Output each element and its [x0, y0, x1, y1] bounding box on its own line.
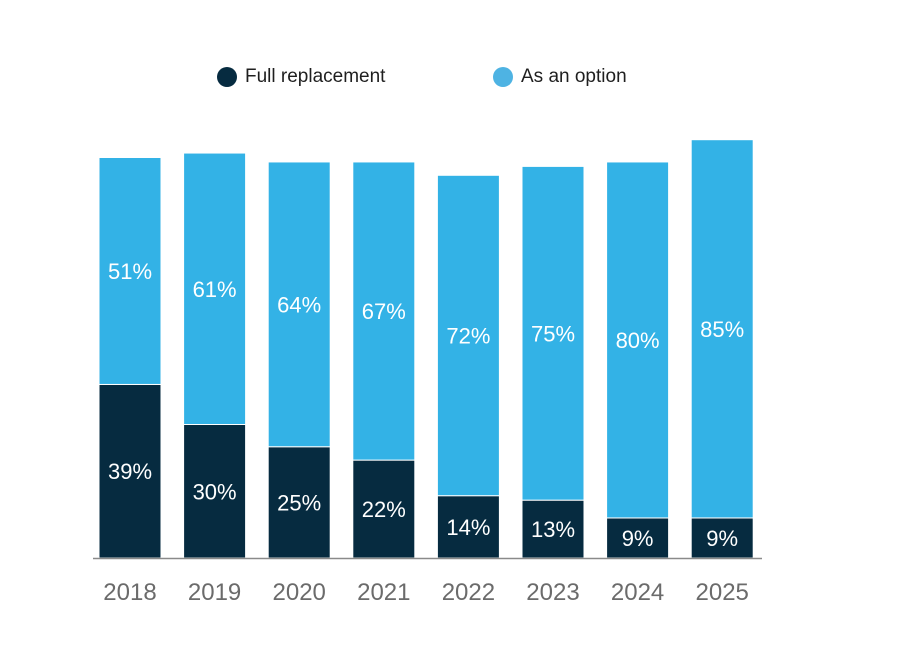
data-label-full-replacement-2019: 30% [193, 479, 237, 504]
legend-label-full-replacement: Full replacement [245, 66, 386, 87]
bar-full-replacement-2023 [521, 499, 585, 559]
bar-full-replacement-2020 [267, 446, 331, 559]
x-tick-label-2018: 2018 [103, 579, 156, 606]
chart-legend: Full replacement As an option [0, 66, 900, 90]
x-tick-label-2022: 2022 [442, 579, 495, 606]
bar-as-an-option-2020 [267, 161, 331, 448]
bar-as-an-option-2025 [690, 139, 754, 519]
bar-full-replacement-2019 [183, 424, 247, 559]
bar-full-replacement-2018 [98, 383, 162, 559]
bar-as-an-option-2024 [606, 161, 670, 519]
data-label-as-an-option-2021: 67% [362, 299, 406, 324]
bar-as-an-option-2018 [98, 157, 162, 385]
x-tick-label-2024: 2024 [611, 579, 664, 606]
data-label-full-replacement-2024: 9% [622, 526, 654, 551]
bar-as-an-option-2022 [436, 174, 500, 497]
x-tick-label-2021: 2021 [357, 579, 410, 606]
bar-as-an-option-2023 [521, 165, 585, 501]
data-label-full-replacement-2022: 14% [446, 515, 490, 540]
data-label-as-an-option-2023: 75% [531, 321, 575, 346]
legend-label-as-an-option: As an option [521, 66, 627, 87]
x-tick-label-2023: 2023 [526, 579, 579, 606]
legend-item-full-replacement: Full replacement [217, 66, 385, 88]
data-label-full-replacement-2025: 9% [706, 526, 738, 551]
data-label-as-an-option-2024: 80% [616, 328, 660, 353]
data-label-as-an-option-2022: 72% [446, 324, 490, 349]
legend-item-as-an-option: As an option [493, 66, 627, 88]
bar-full-replacement-2024 [606, 517, 670, 559]
data-label-as-an-option-2019: 61% [193, 277, 237, 302]
bar-as-an-option-2019 [183, 152, 247, 426]
bar-full-replacement-2022 [436, 495, 500, 559]
x-tick-label-2020: 2020 [273, 579, 326, 606]
data-label-full-replacement-2023: 13% [531, 517, 575, 542]
data-label-as-an-option-2020: 64% [277, 292, 321, 317]
legend-swatch-full-replacement [217, 67, 237, 87]
data-label-full-replacement-2018: 39% [108, 459, 152, 484]
data-label-as-an-option-2018: 51% [108, 259, 152, 284]
bar-as-an-option-2021 [352, 161, 416, 461]
data-label-full-replacement-2020: 25% [277, 490, 321, 515]
x-tick-label-2019: 2019 [188, 579, 241, 606]
x-tick-label-2025: 2025 [696, 579, 749, 606]
data-label-full-replacement-2021: 22% [362, 497, 406, 522]
data-label-as-an-option-2025: 85% [700, 317, 744, 342]
legend-swatch-as-an-option [493, 67, 513, 87]
